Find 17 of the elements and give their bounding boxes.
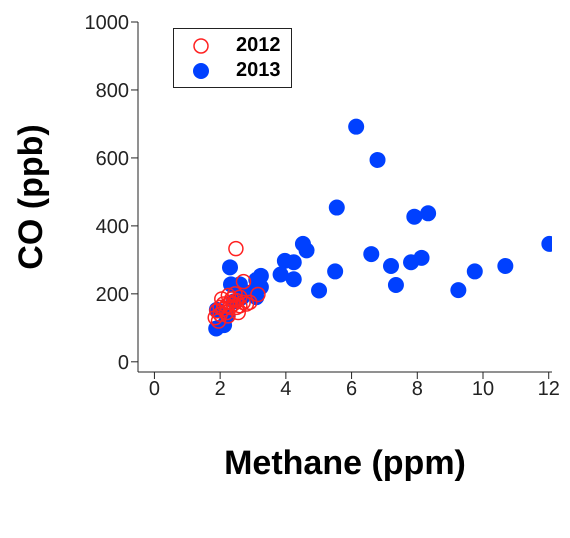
y-tick-label: 0 [118,352,129,374]
y-tick-label: 800 [96,80,129,102]
legend-label: 2013 [236,58,280,83]
y-axis-title: CO (ppb) [12,124,50,270]
y-tick-label: 1000 [84,12,129,34]
y-tick-label: 600 [96,148,129,170]
legend-label: 2012 [236,33,280,58]
x-tick-label: 2 [214,378,226,400]
x-tick-label: 0 [148,378,160,400]
x-tick-label: 8 [412,378,423,400]
x-axis-title: Methane (ppm) [224,444,466,482]
y-tick-label: 400 [96,216,129,238]
x-tick-label: 4 [280,378,292,400]
y-tick-label: 200 [96,284,129,306]
x-tick-label: 12 [538,378,560,400]
x-tick-label: 10 [472,378,494,400]
x-tick-label: 6 [346,378,358,400]
